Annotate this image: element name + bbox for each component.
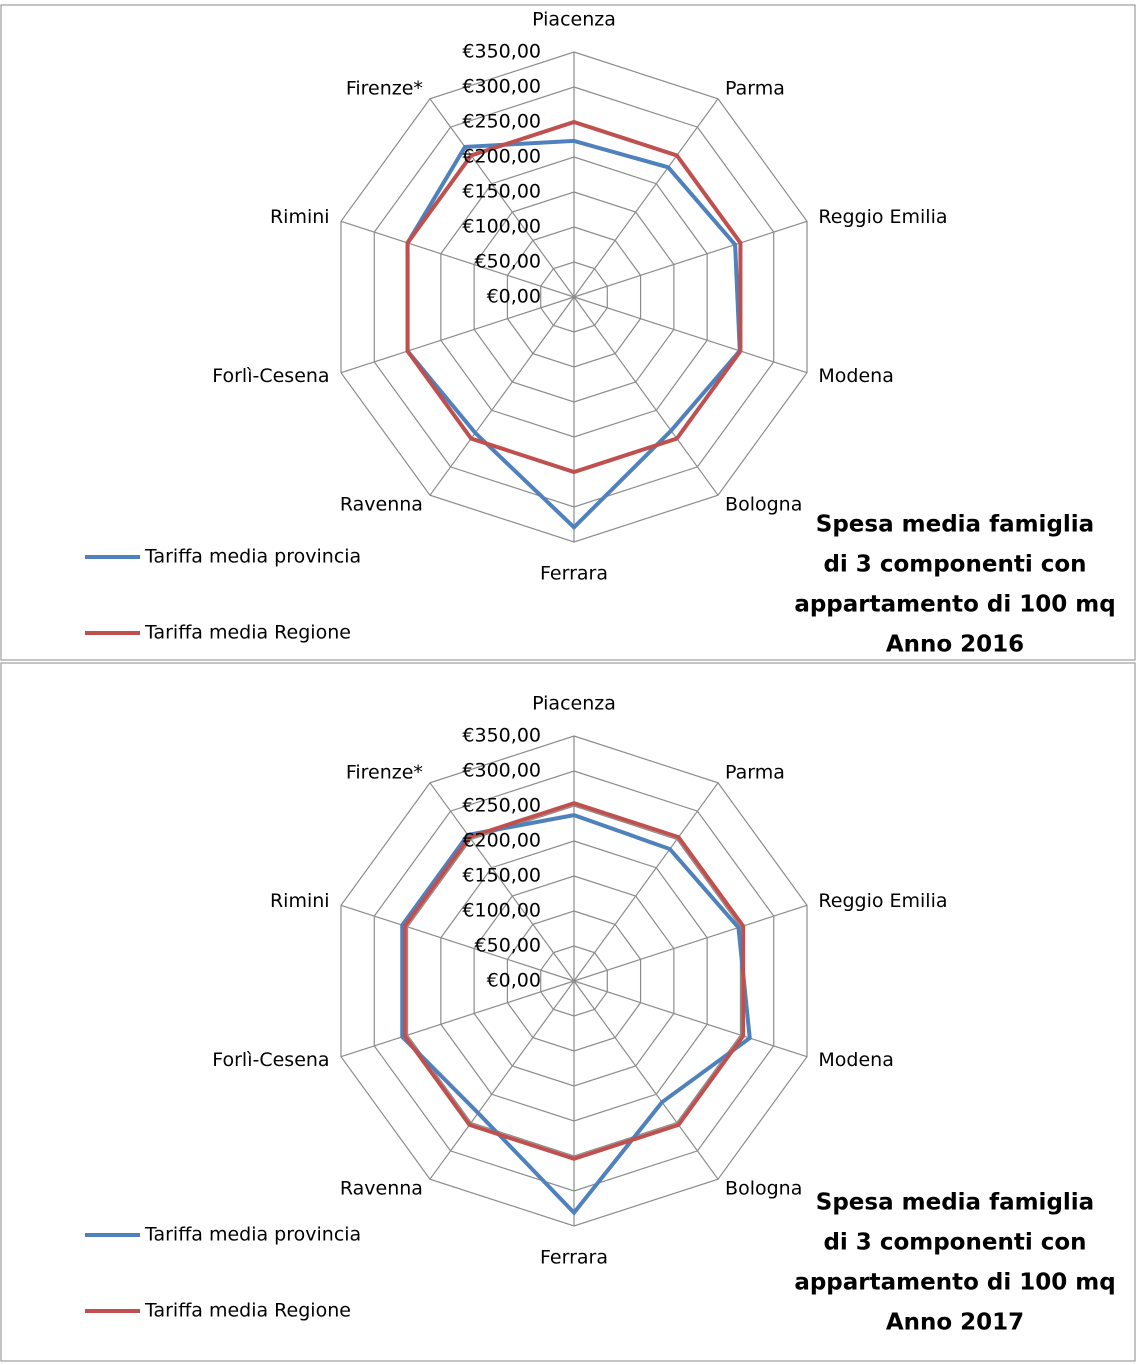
r-tick-label: €200,00 bbox=[462, 146, 541, 168]
r-tick-label: €350,00 bbox=[462, 41, 541, 63]
category-label: Modena bbox=[818, 1049, 893, 1071]
category-label: Firenze* bbox=[346, 78, 423, 100]
chart-title: appartamento di 100 mq bbox=[794, 1270, 1115, 1296]
series-line bbox=[405, 119, 743, 475]
r-tick-label: €150,00 bbox=[462, 181, 541, 203]
spoke bbox=[573, 904, 808, 982]
chart-title: Anno 2017 bbox=[886, 1310, 1024, 1336]
category-label: Ferrara bbox=[540, 563, 608, 585]
r-tick-label: €150,00 bbox=[462, 865, 541, 887]
spoke bbox=[429, 782, 575, 982]
spoke bbox=[573, 980, 719, 1180]
chart-title: di 3 componenti con bbox=[823, 552, 1086, 578]
r-tick-label: €100,00 bbox=[462, 216, 541, 238]
category-label: Reggio Emilia bbox=[818, 206, 947, 228]
category-label: Ferrara bbox=[540, 1247, 608, 1269]
r-tick-label: €250,00 bbox=[462, 795, 541, 817]
category-label: Firenze* bbox=[346, 762, 423, 784]
category-label: Parma bbox=[725, 762, 785, 784]
panel-border bbox=[0, 4, 1136, 661]
r-tick-label: €200,00 bbox=[462, 830, 541, 852]
category-label: Forlì-Cesena bbox=[212, 365, 329, 387]
spoke bbox=[340, 220, 575, 298]
legend-label: Tariffa media Regione bbox=[144, 1300, 351, 1322]
r-tick-label: €50,00 bbox=[475, 251, 541, 273]
r-tick-label: €250,00 bbox=[462, 111, 541, 133]
series-line bbox=[400, 813, 752, 1216]
series-line bbox=[402, 801, 746, 1161]
category-label: Piacenza bbox=[532, 693, 616, 715]
category-label: Piacenza bbox=[532, 9, 616, 31]
legend-label: Tariffa media provincia bbox=[144, 546, 361, 568]
r-tick-label: €0,00 bbox=[487, 970, 541, 992]
spoke bbox=[573, 980, 808, 1058]
category-label: Ravenna bbox=[340, 493, 423, 515]
r-tick-label: €300,00 bbox=[462, 76, 541, 98]
spoke bbox=[429, 296, 575, 496]
chart-title: di 3 componenti con bbox=[823, 1230, 1086, 1256]
spoke bbox=[573, 98, 719, 298]
spoke bbox=[340, 904, 575, 982]
r-tick-label: €100,00 bbox=[462, 900, 541, 922]
category-label: Bologna bbox=[725, 1177, 802, 1199]
chart-title: appartamento di 100 mq bbox=[794, 592, 1115, 618]
category-label: Rimini bbox=[270, 890, 330, 912]
r-tick-label: €50,00 bbox=[475, 935, 541, 957]
category-label: Parma bbox=[725, 78, 785, 100]
category-label: Reggio Emilia bbox=[818, 890, 947, 912]
r-tick-label: €300,00 bbox=[462, 760, 541, 782]
spoke bbox=[573, 296, 719, 496]
panel-border bbox=[0, 662, 1136, 1362]
series-line bbox=[405, 138, 742, 531]
category-label: Rimini bbox=[270, 206, 330, 228]
spoke bbox=[573, 220, 808, 298]
spoke bbox=[573, 296, 808, 374]
spoke bbox=[340, 980, 575, 1058]
legend-label: Tariffa media Regione bbox=[144, 622, 351, 644]
spoke bbox=[573, 782, 719, 982]
spoke bbox=[429, 980, 575, 1180]
chart-title: Spesa media famiglia bbox=[816, 1190, 1094, 1216]
chart-title: Anno 2016 bbox=[886, 632, 1024, 658]
r-tick-label: €0,00 bbox=[487, 286, 541, 308]
chart-title: Spesa media famiglia bbox=[816, 512, 1094, 538]
spoke bbox=[429, 98, 575, 298]
category-label: Ravenna bbox=[340, 1177, 423, 1199]
r-tick-label: €350,00 bbox=[462, 725, 541, 747]
spoke bbox=[340, 296, 575, 374]
category-label: Bologna bbox=[725, 493, 802, 515]
category-label: Modena bbox=[818, 365, 893, 387]
legend-label: Tariffa media provincia bbox=[144, 1224, 361, 1246]
category-label: Forlì-Cesena bbox=[212, 1049, 329, 1071]
